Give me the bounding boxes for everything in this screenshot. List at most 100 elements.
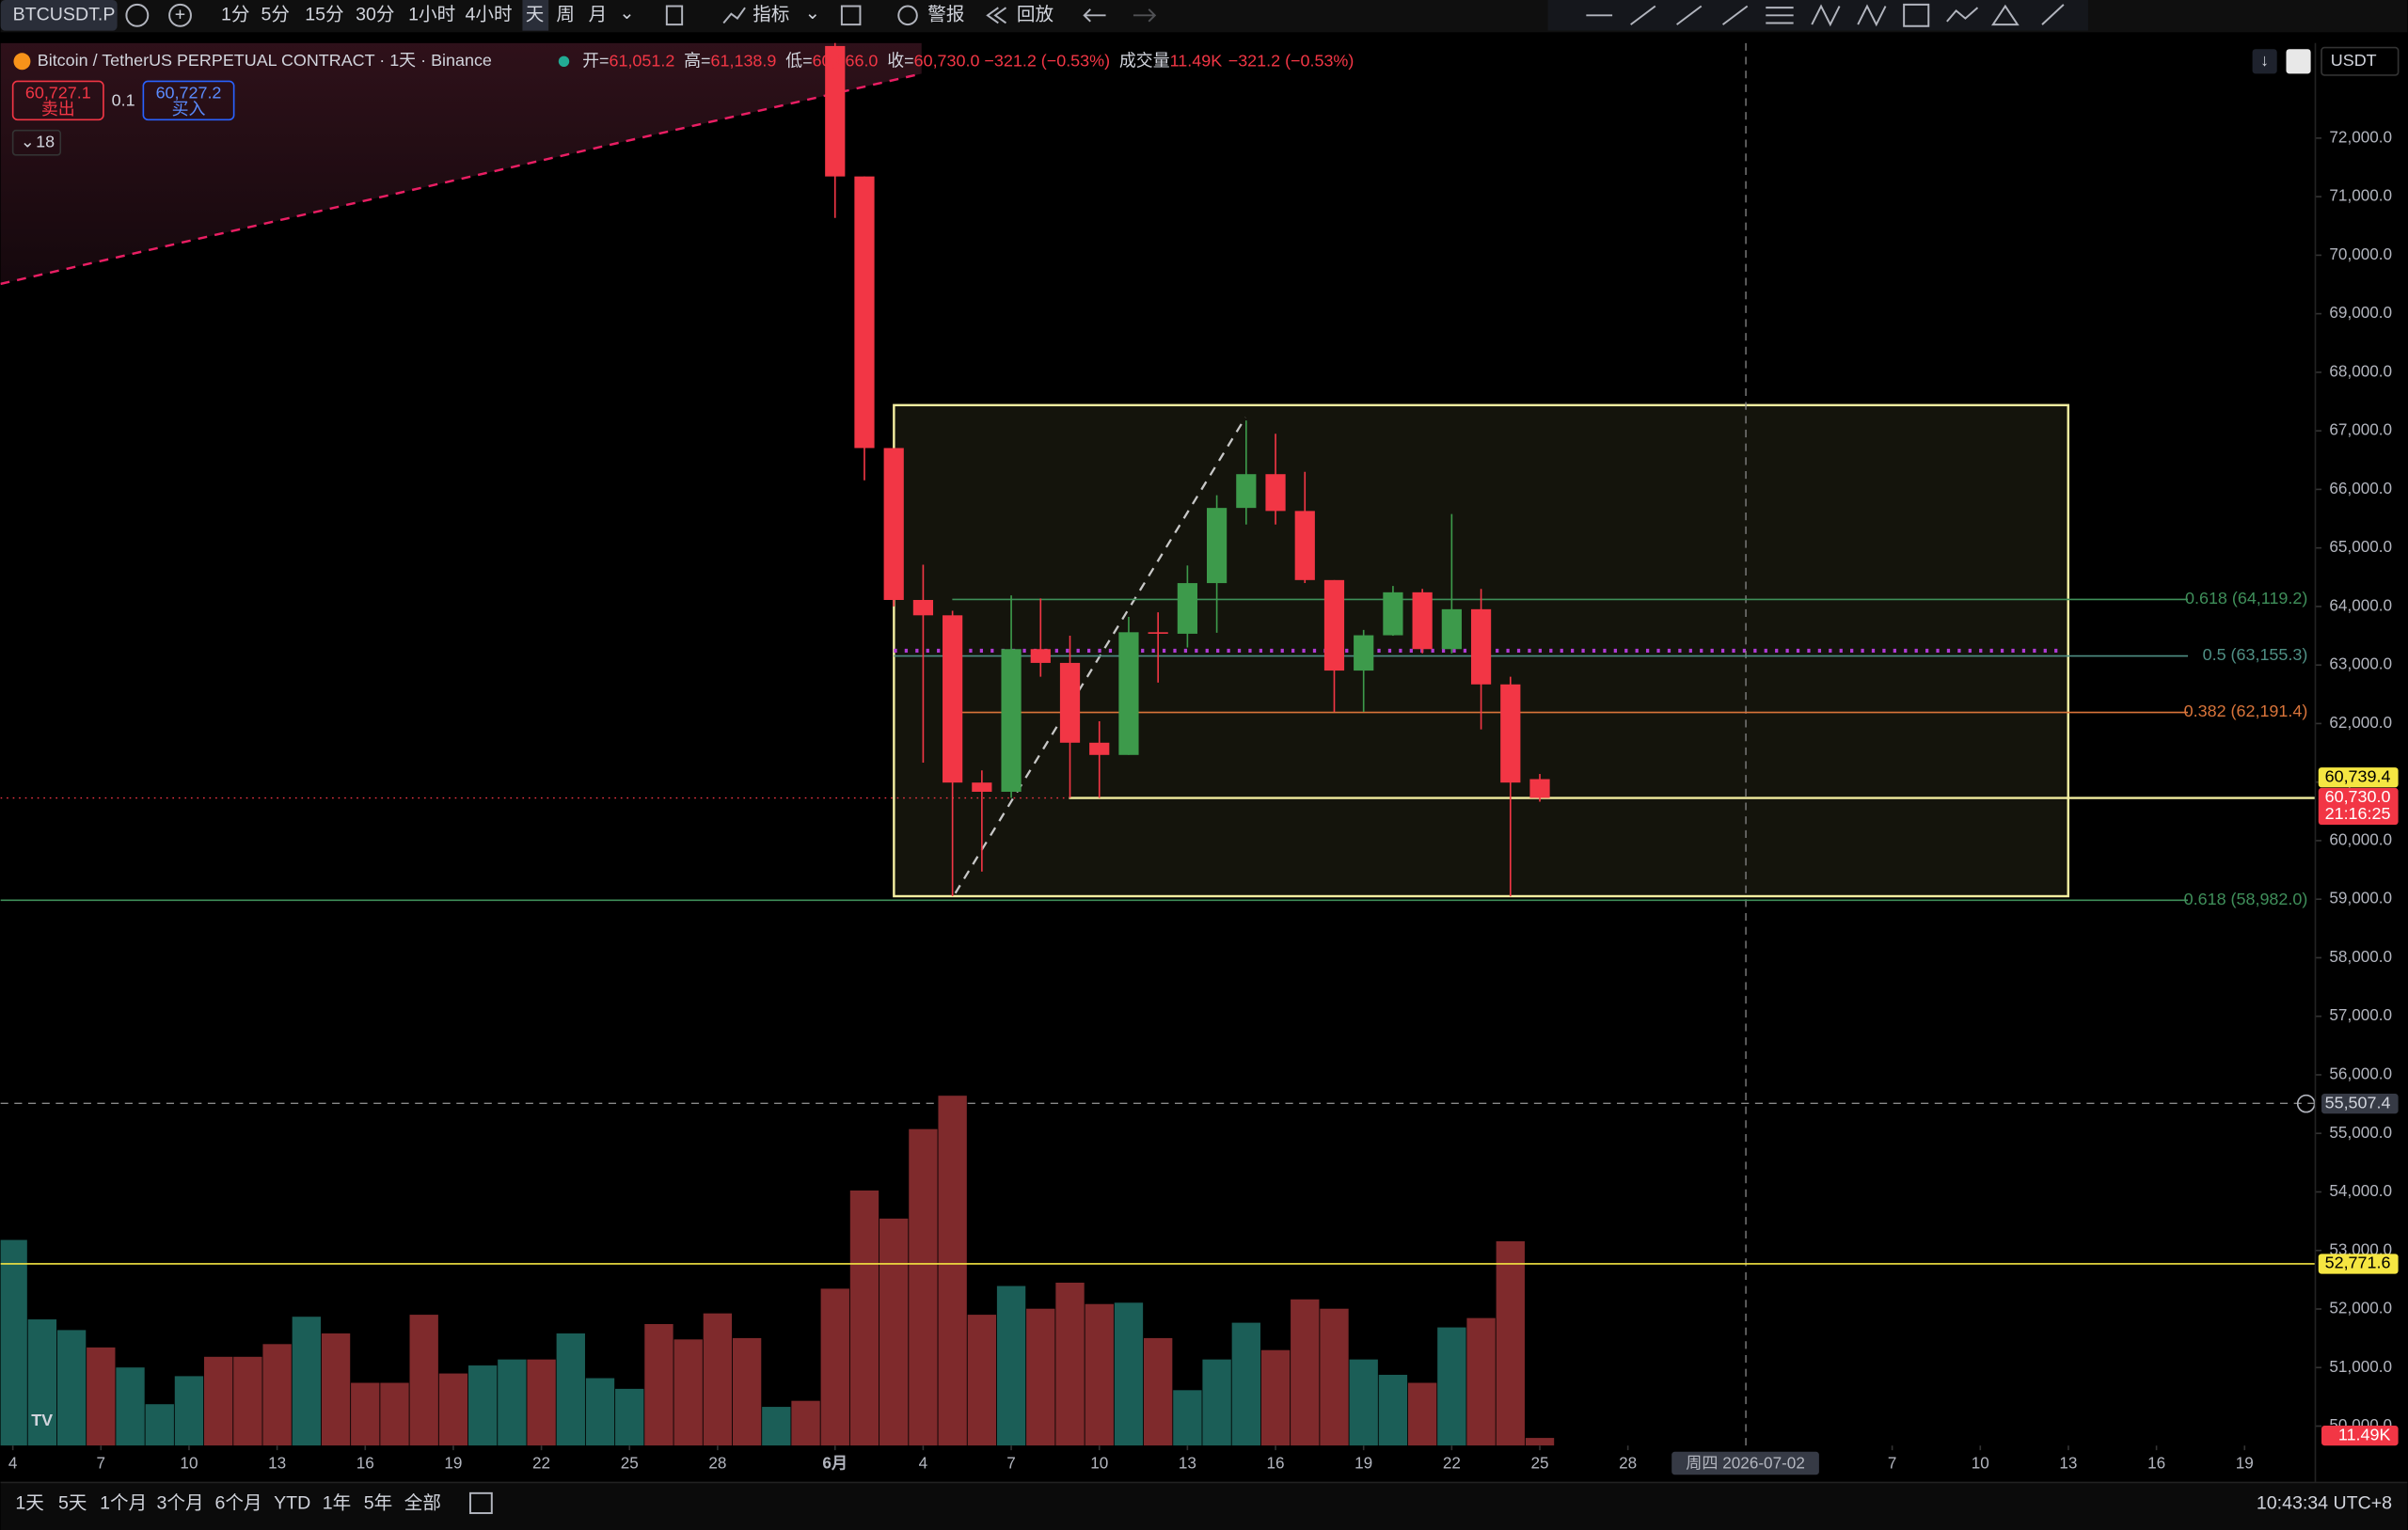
bottom-bg [0, 1482, 2408, 1530]
symbol[interactable]: BTCUSDT.P [13, 4, 116, 24]
interval[interactable]: 30分 [356, 4, 394, 24]
calendar-icon[interactable] [468, 1491, 493, 1515]
crosshair-y-badge [2321, 1094, 2399, 1114]
candle-body [1030, 649, 1051, 663]
candle-body [883, 448, 904, 601]
y-tick-label: 56,000.0 [2329, 1065, 2392, 1083]
drawing-tools[interactable] [1586, 3, 2065, 27]
indicator-toggle[interactable] [11, 129, 62, 156]
toolbar: BTCUSDT.P + 1分 5分 15分 30分 1小时 4小时天周月 ⌄ 指标 ⌄ 警报 回放 [0, 0, 2408, 33]
plus: + [175, 4, 185, 24]
legend: Bitcoin / TetherUS PERPETUAL CONTRACT · … [11, 46, 2400, 1429]
interval[interactable]: 5分 [261, 4, 289, 24]
volume-badge-label: 11.49K [2338, 1425, 2391, 1443]
x-tick-label: 19 [2236, 1453, 2254, 1472]
y-tick-label: 52,000.0 [2329, 1299, 2392, 1317]
range[interactable]: 全部 [404, 1492, 441, 1513]
y-tick-label: 66,000.0 [2329, 479, 2392, 497]
buy-box[interactable] [142, 80, 235, 121]
candle-body [1265, 474, 1286, 512]
volume-bar [1173, 1390, 1202, 1446]
icon[interactable] [2252, 49, 2277, 74]
currency[interactable]: USDT [2331, 51, 2377, 70]
x-tick-label: 16 [1267, 1453, 1285, 1472]
status-dot [558, 55, 570, 67]
indicator-count[interactable]: 18 [36, 133, 55, 151]
add-icon[interactable] [168, 3, 192, 27]
interval[interactable]: 月 [589, 4, 608, 24]
fib-label: 0.5 (63,155.3) [2203, 645, 2308, 664]
icon[interactable] [125, 3, 150, 27]
volume [0, 1096, 1555, 1446]
legend-key: 收= [887, 51, 913, 70]
volume-bar [1202, 1359, 1231, 1446]
currency-box[interactable] [2321, 46, 2400, 76]
volume-bar [967, 1315, 997, 1446]
legend-value: 60,666.0 [813, 51, 879, 70]
volume-bar [1143, 1337, 1173, 1446]
range[interactable]: 1天 [15, 1492, 43, 1513]
candle-body [1118, 632, 1139, 755]
price-badge [2318, 787, 2399, 826]
alerts[interactable]: 警报 [927, 4, 964, 24]
legend-title: Bitcoin / TetherUS PERPETUAL CONTRACT · … [38, 51, 492, 70]
volume-bar [56, 1330, 87, 1446]
sell-price[interactable]: 60,727.1 [25, 83, 91, 102]
volume-bar [145, 1404, 174, 1446]
y-tick-label: 55,000.0 [2329, 1123, 2392, 1142]
candle-body [825, 45, 846, 177]
interval[interactable]: 1小时 [408, 4, 455, 24]
sell-label[interactable]: 卖出 [41, 100, 75, 118]
interval[interactable]: 1分 [221, 4, 249, 24]
buy-price[interactable]: 60,727.2 [156, 83, 222, 102]
range[interactable]: 1年 [323, 1492, 351, 1513]
range[interactable]: 1个月 [100, 1492, 147, 1513]
x-tick-label: 7 [1888, 1453, 1897, 1472]
volume-bar [1291, 1299, 1320, 1446]
sell-box[interactable] [11, 80, 104, 121]
redo[interactable] [1133, 8, 1157, 23]
volume-bar [321, 1333, 351, 1446]
volume-bar [585, 1378, 615, 1446]
volume-bar [938, 1096, 967, 1446]
interval[interactable]: 天 [526, 4, 545, 24]
volume-bar [791, 1400, 820, 1446]
interval[interactable]: 周 [556, 4, 575, 24]
y-tick-label: 54,000.0 [2329, 1181, 2392, 1200]
y-tick-label: 62,000.0 [2329, 713, 2392, 732]
range[interactable]: 6个月 [215, 1492, 262, 1513]
alert-icon[interactable] [897, 5, 918, 26]
range[interactable]: 5天 [58, 1492, 87, 1513]
y-tick-label: 64,000.0 [2329, 595, 2392, 614]
volume-bar [556, 1333, 585, 1446]
indicator-icon[interactable] [722, 7, 746, 24]
volume-bar [1437, 1327, 1466, 1446]
symbol-box[interactable] [0, 0, 118, 31]
volume-bar [1055, 1282, 1085, 1446]
range[interactable]: YTD [274, 1492, 310, 1513]
candle-body [1148, 632, 1168, 634]
buy-label[interactable]: 买入 [172, 100, 206, 118]
candle-icon[interactable] [665, 5, 684, 26]
x-tick-label: 13 [1179, 1453, 1196, 1472]
layout-icon[interactable] [840, 5, 862, 26]
candle-body [972, 782, 992, 792]
undo[interactable] [1083, 8, 1106, 23]
replay[interactable]: 回放 [1017, 4, 1054, 24]
volume-bar [174, 1376, 204, 1446]
interval[interactable]: 15分 [305, 4, 343, 24]
range[interactable]: 3个月 [157, 1492, 204, 1513]
indicators[interactable]: 指标 [752, 4, 789, 24]
x-tick-label: 16 [2147, 1453, 2165, 1472]
interval[interactable]: 4小时 [466, 4, 513, 24]
volume-bar [116, 1367, 145, 1446]
range[interactable]: 5年 [364, 1492, 392, 1513]
icon[interactable] [2286, 49, 2311, 74]
trend-fill [0, 42, 922, 284]
volume-bar [262, 1344, 292, 1446]
replay-icon[interactable] [986, 7, 1007, 24]
y-tick-label: 58,000.0 [2329, 947, 2392, 966]
legend-key: 低= [785, 51, 812, 70]
candle-body [1206, 508, 1228, 584]
